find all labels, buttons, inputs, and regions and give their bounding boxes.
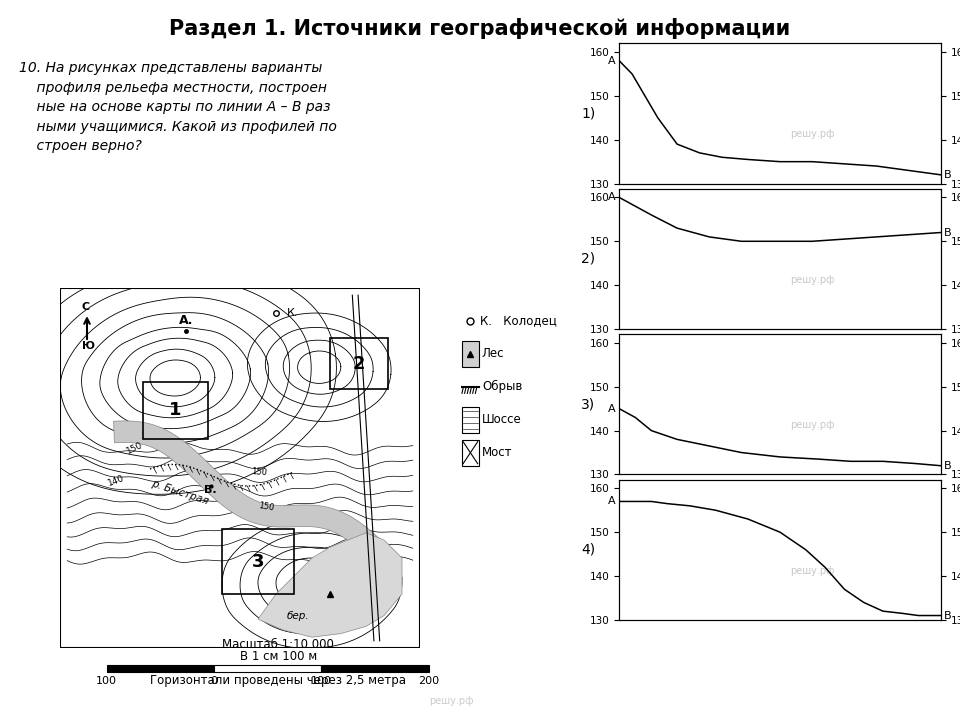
Text: 200: 200	[418, 676, 439, 686]
Text: 2: 2	[352, 354, 365, 373]
Text: B: B	[944, 170, 951, 180]
Text: Ю: Ю	[82, 341, 95, 351]
Text: Обрыв: Обрыв	[482, 380, 522, 393]
Text: A: A	[609, 192, 616, 202]
Text: Масштаб 1:10 000: Масштаб 1:10 000	[223, 639, 334, 652]
Polygon shape	[258, 533, 402, 637]
Bar	[330, 338, 388, 389]
Text: решу.рф: решу.рф	[429, 696, 473, 706]
Text: 100: 100	[311, 676, 332, 686]
Text: B: B	[944, 611, 951, 621]
Text: С: С	[82, 302, 89, 312]
Text: 10. На рисунках представлены варианты
    профиля рельефа местности, построен
  : 10. На рисунках представлены варианты пр…	[19, 61, 337, 153]
Bar	[143, 382, 207, 439]
Text: р. Быстрая: р. Быстрая	[150, 478, 209, 506]
Bar	[462, 440, 479, 466]
Text: 2): 2)	[581, 252, 595, 266]
Text: A: A	[609, 55, 616, 66]
Text: В.: В.	[204, 485, 217, 495]
Text: 1): 1)	[581, 107, 595, 120]
Text: Шоссе: Шоссе	[482, 413, 521, 426]
Text: бер.: бер.	[287, 611, 309, 621]
Text: 140: 140	[107, 474, 126, 488]
Text: решу.рф: решу.рф	[790, 566, 834, 576]
Text: А.: А.	[179, 314, 193, 327]
Text: 150: 150	[251, 467, 267, 477]
Text: 4): 4)	[581, 543, 595, 557]
Text: B: B	[944, 228, 951, 238]
Text: решу.рф: решу.рф	[790, 275, 834, 285]
Bar	[462, 341, 479, 366]
Bar	[222, 529, 294, 594]
Text: A: A	[609, 404, 616, 414]
Text: 1: 1	[169, 401, 181, 419]
Text: A: A	[609, 497, 616, 506]
Bar	[462, 407, 479, 433]
Text: 3: 3	[252, 553, 264, 570]
Text: 100: 100	[96, 676, 117, 686]
Text: К.: К.	[287, 308, 299, 318]
Text: 0: 0	[210, 676, 218, 686]
Polygon shape	[113, 421, 392, 566]
Bar	[214, 665, 322, 672]
Text: решу.рф: решу.рф	[790, 420, 834, 431]
Text: В 1 см 100 м: В 1 см 100 м	[240, 649, 317, 663]
Text: К.   Колодец: К. Колодец	[480, 314, 557, 327]
Bar	[322, 665, 428, 672]
Bar	[107, 665, 214, 672]
Text: 3): 3)	[581, 397, 595, 411]
Text: Мост: Мост	[482, 446, 513, 459]
Text: Горизонтали проведены через 2,5 метра: Горизонтали проведены через 2,5 метра	[151, 674, 406, 687]
Text: B: B	[944, 461, 951, 471]
Text: 150: 150	[125, 440, 144, 456]
Text: Раздел 1. Источники географической информации: Раздел 1. Источники географической инфор…	[169, 18, 791, 39]
Text: 150: 150	[258, 502, 276, 513]
Text: Лес: Лес	[482, 347, 504, 360]
Text: решу.рф: решу.рф	[790, 130, 834, 140]
